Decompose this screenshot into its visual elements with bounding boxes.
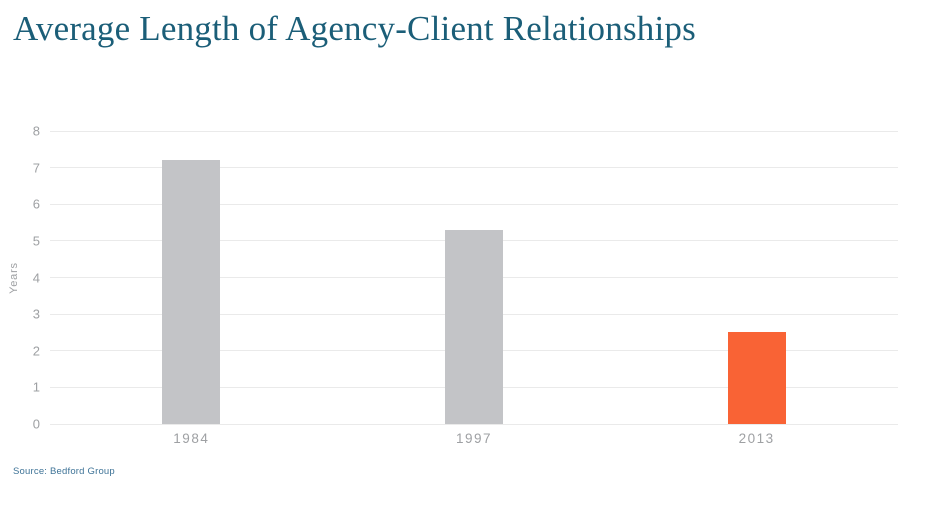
y-tick-5: 5 <box>32 233 41 249</box>
x-tick-1997: 1997 <box>455 431 492 446</box>
y-tick-1: 1 <box>32 379 41 395</box>
gridline-6 <box>50 203 898 205</box>
y-tick-7: 7 <box>32 160 41 176</box>
y-tick-8: 8 <box>32 123 41 139</box>
y-tick-0: 0 <box>32 416 41 432</box>
gridline-0 <box>50 423 898 425</box>
x-tick-2013: 2013 <box>738 431 775 446</box>
y-tick-6: 6 <box>32 196 41 212</box>
bar-2013 <box>727 332 786 424</box>
gridline-8 <box>50 130 898 132</box>
y-tick-4: 4 <box>32 270 41 285</box>
chart-title: Average Length of Agency-Client Relation… <box>13 9 696 48</box>
plot-area: Years 0 1 2 3 4 5 6 7 8 1984 1997 2013 <box>8 125 898 445</box>
bar-1984 <box>162 160 221 424</box>
y-axis-label: Years <box>8 261 20 294</box>
bar-1997 <box>445 229 503 424</box>
gridline-7 <box>50 167 898 169</box>
x-tick-1984: 1984 <box>173 431 210 446</box>
source-note: Source: Bedford Group <box>13 466 115 477</box>
y-tick-3: 3 <box>32 306 41 322</box>
y-tick-2: 2 <box>32 343 41 359</box>
